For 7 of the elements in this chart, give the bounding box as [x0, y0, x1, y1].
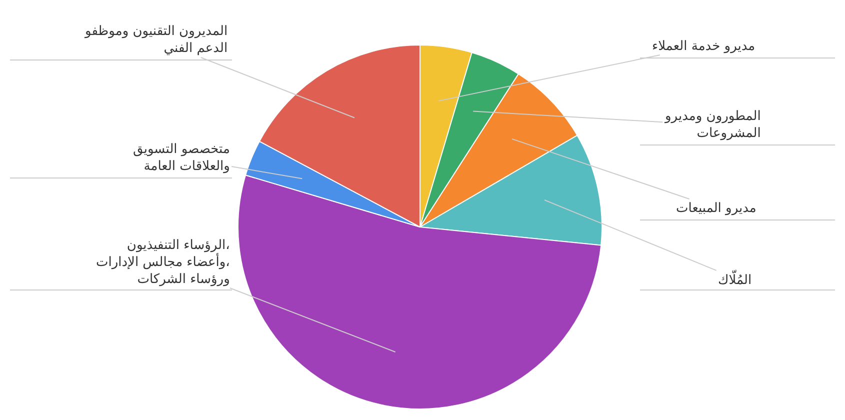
slice-label: مديرو خدمة العملاء	[652, 39, 756, 54]
slice-label: المديرون التقنيون وموظفو الدعم الفني	[84, 24, 228, 56]
slice-label: المطورون ومديرو المشروعات	[664, 109, 761, 141]
slice-label: مديرو المبيعات	[676, 201, 756, 216]
slice-label: المُلّاك	[718, 269, 752, 288]
slice-label: متخصصو التسويق والعلاقات العامة	[133, 142, 230, 174]
slice-label: الرؤساء التنفيذيون، وأعضاء مجالس الإدارات، ورؤساء الشركات	[96, 238, 230, 287]
